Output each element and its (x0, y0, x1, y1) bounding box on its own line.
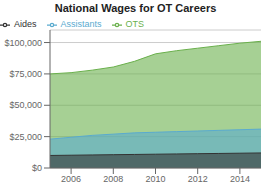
svg-text:2012: 2012 (188, 174, 208, 184)
svg-text:$25,000: $25,000 (9, 132, 42, 142)
svg-text:2006: 2006 (61, 174, 81, 184)
html-text:OTS: OTS (125, 19, 144, 29)
svg-text:$0: $0 (32, 163, 42, 173)
svg-text:$100,000: $100,000 (8, 38, 42, 48)
html-text:National Wages for OT Careers: National Wages for OT Careers (54, 2, 217, 14)
html-text:Aides: Aides (14, 19, 37, 29)
svg-text:$50,000: $50,000 (9, 100, 42, 110)
svg-text:$75,000: $75,000 (9, 69, 42, 79)
svg-text:2014: 2014 (230, 174, 250, 184)
html-text:Assistants: Assistants (60, 19, 102, 29)
svg-text:2008: 2008 (103, 174, 123, 184)
svg-text:2010: 2010 (145, 174, 165, 184)
